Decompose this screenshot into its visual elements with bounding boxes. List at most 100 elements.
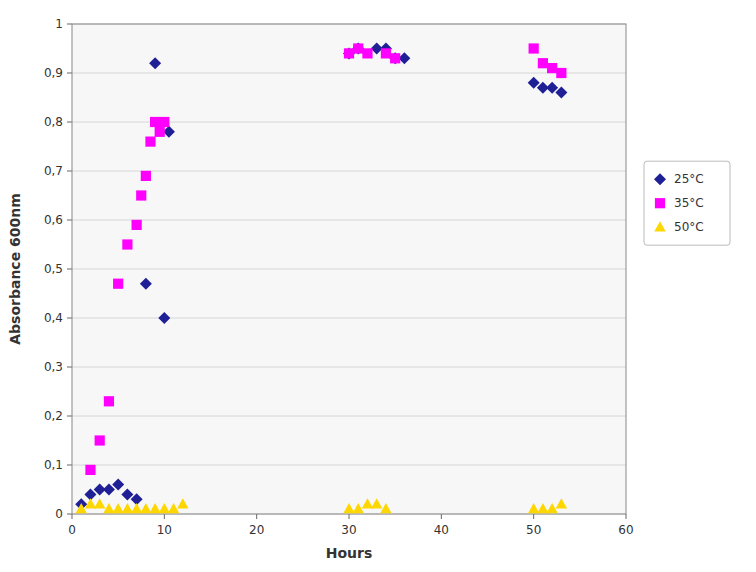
- point: [158, 312, 170, 324]
- x-tick-label: 40: [434, 523, 449, 537]
- point: [95, 435, 105, 445]
- x-tick-label: 60: [618, 523, 633, 537]
- point: [103, 503, 114, 513]
- point: [159, 117, 169, 127]
- y-tick-label: 1: [55, 17, 63, 31]
- y-tick-label: 0,5: [44, 262, 63, 276]
- point: [85, 498, 96, 508]
- y-tick-label: 0,3: [44, 360, 63, 374]
- x-tick: [72, 514, 73, 519]
- series: [85, 43, 566, 475]
- grid-line: [72, 269, 626, 270]
- x-tick: [256, 514, 257, 519]
- y-tick: [67, 171, 72, 172]
- point: [155, 127, 165, 137]
- y-axis-label: Absorbance 600nm: [7, 193, 23, 345]
- y-tick-label: 0,1: [44, 458, 63, 472]
- point: [528, 503, 539, 513]
- legend-label: 50°C: [674, 220, 704, 234]
- point: [131, 503, 142, 513]
- axes: 00,10,20,30,40,50,60,70,80,9101020304050…: [44, 17, 634, 538]
- point: [140, 278, 152, 290]
- point: [556, 68, 566, 78]
- point: [556, 498, 567, 508]
- point: [177, 498, 188, 508]
- x-tick-label: 0: [68, 523, 76, 537]
- point: [122, 239, 132, 249]
- grid-line: [72, 416, 626, 417]
- grid-line: [72, 220, 626, 221]
- plot-frame: [72, 24, 626, 514]
- point: [85, 465, 95, 475]
- point: [371, 498, 382, 508]
- point: [140, 503, 151, 513]
- y-tick: [67, 220, 72, 221]
- x-tick-label: 50: [526, 523, 541, 537]
- point: [113, 279, 123, 289]
- grid-line: [72, 318, 626, 319]
- y-tick: [67, 122, 72, 123]
- y-tick: [67, 367, 72, 368]
- series: [75, 43, 567, 511]
- y-tick-label: 0,8: [44, 115, 63, 129]
- point: [112, 503, 123, 513]
- point: [104, 396, 114, 406]
- point: [343, 503, 354, 513]
- legend-frame: [644, 161, 730, 245]
- grid-line: [72, 367, 626, 368]
- point: [537, 503, 548, 513]
- point: [353, 43, 363, 53]
- x-tick-label: 20: [249, 523, 264, 537]
- point: [145, 137, 155, 147]
- y-tick: [67, 73, 72, 74]
- point: [381, 48, 391, 58]
- x-tick: [164, 514, 165, 519]
- legend-marker: [655, 198, 665, 208]
- chart: 00,10,20,30,40,50,60,70,80,9101020304050…: [0, 0, 756, 572]
- point: [362, 48, 372, 58]
- point: [122, 503, 133, 513]
- point: [132, 220, 142, 230]
- y-tick-label: 0,4: [44, 311, 63, 325]
- grid-line: [72, 171, 626, 172]
- legend-label: 35°C: [674, 196, 704, 210]
- y-tick-label: 0,2: [44, 409, 63, 423]
- x-tick: [626, 514, 627, 519]
- y-tick: [67, 318, 72, 319]
- point: [150, 117, 160, 127]
- y-tick-label: 0,6: [44, 213, 63, 227]
- point: [538, 58, 548, 68]
- data-points: [75, 43, 567, 514]
- point: [149, 503, 160, 513]
- y-tick: [67, 24, 72, 25]
- y-tick-label: 0,9: [44, 66, 63, 80]
- point: [389, 52, 401, 64]
- point: [141, 171, 151, 181]
- grid-line: [72, 465, 626, 466]
- plot-background: [72, 24, 626, 514]
- x-axis-label: Hours: [326, 545, 373, 561]
- series: [76, 498, 568, 513]
- point: [344, 48, 354, 58]
- point: [529, 43, 539, 53]
- x-tick-label: 30: [341, 523, 356, 537]
- point: [94, 498, 105, 508]
- legend-marker: [654, 221, 665, 231]
- y-tick: [67, 465, 72, 466]
- x-tick: [533, 514, 534, 519]
- point: [362, 498, 373, 508]
- legend-marker: [654, 173, 666, 185]
- point: [112, 479, 124, 491]
- y-tick-label: 0: [55, 507, 63, 521]
- grid-line: [72, 73, 626, 74]
- point: [547, 63, 557, 73]
- point: [149, 57, 161, 69]
- point: [390, 53, 400, 63]
- y-tick: [67, 269, 72, 270]
- legend: 25°C 35°C 50°C: [644, 161, 730, 245]
- legend-label: 25°C: [674, 172, 704, 186]
- y-tick: [67, 416, 72, 417]
- x-tick-label: 10: [157, 523, 172, 537]
- y-tick: [67, 514, 72, 515]
- x-tick: [349, 514, 350, 519]
